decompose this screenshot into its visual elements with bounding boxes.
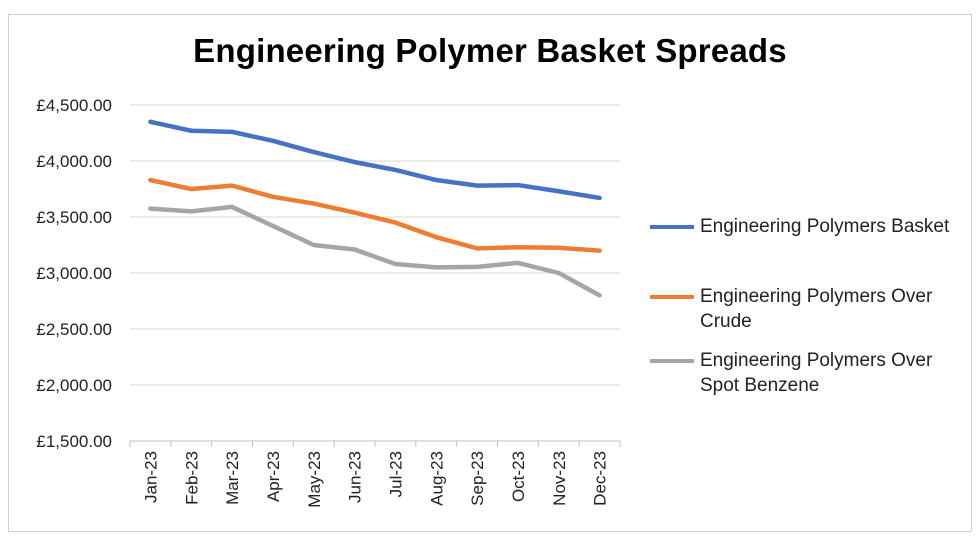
x-tick-label: Aug-23 <box>427 451 446 506</box>
series-line-2 <box>148 177 602 253</box>
y-tick-label: £4,000.00 <box>36 152 112 171</box>
y-tick-label: £3,500.00 <box>36 208 112 227</box>
x-tick-label: Jan-23 <box>141 451 160 503</box>
x-tick-label: Apr-23 <box>264 451 283 502</box>
x-tick-label: Jun-23 <box>346 451 365 503</box>
series-line-1 <box>148 119 602 201</box>
legend-swatch <box>650 225 694 229</box>
y-tick-label: £2,000.00 <box>36 376 112 395</box>
legend-item: Engineering Polymers Over Spot Benzene <box>650 348 960 398</box>
y-tick-label: £3,000.00 <box>36 264 112 283</box>
x-tick-label: Mar-23 <box>223 451 242 505</box>
legend-swatch <box>650 295 694 299</box>
x-tick-label: Nov-23 <box>550 451 569 506</box>
legend-item: Engineering Polymers Over Crude <box>650 284 960 334</box>
x-tick-label: Jul-23 <box>386 451 405 497</box>
x-tick-label: Oct-23 <box>509 451 528 502</box>
legend-label: Engineering Polymers Over Crude <box>700 286 933 332</box>
x-tick-label: Sep-23 <box>468 451 487 506</box>
legend-label: Engineering Polymers Over Spot Benzene <box>700 350 933 396</box>
legend-label: Engineering Polymers Basket <box>700 216 950 237</box>
x-tick-label: Dec-23 <box>591 451 610 506</box>
series-line-3 <box>148 204 602 298</box>
chart-title: Engineering Polymer Basket Spreads <box>193 32 787 69</box>
legend-swatch <box>650 359 694 363</box>
legend-item: Engineering Polymers Basket <box>650 214 960 239</box>
y-tick-label: £2,500.00 <box>36 320 112 339</box>
x-tick-label: May-23 <box>305 451 324 508</box>
x-tick-label: Feb-23 <box>182 451 201 505</box>
y-tick-label: £4,500.00 <box>36 96 112 115</box>
y-tick-label: £1,500.00 <box>36 432 112 451</box>
